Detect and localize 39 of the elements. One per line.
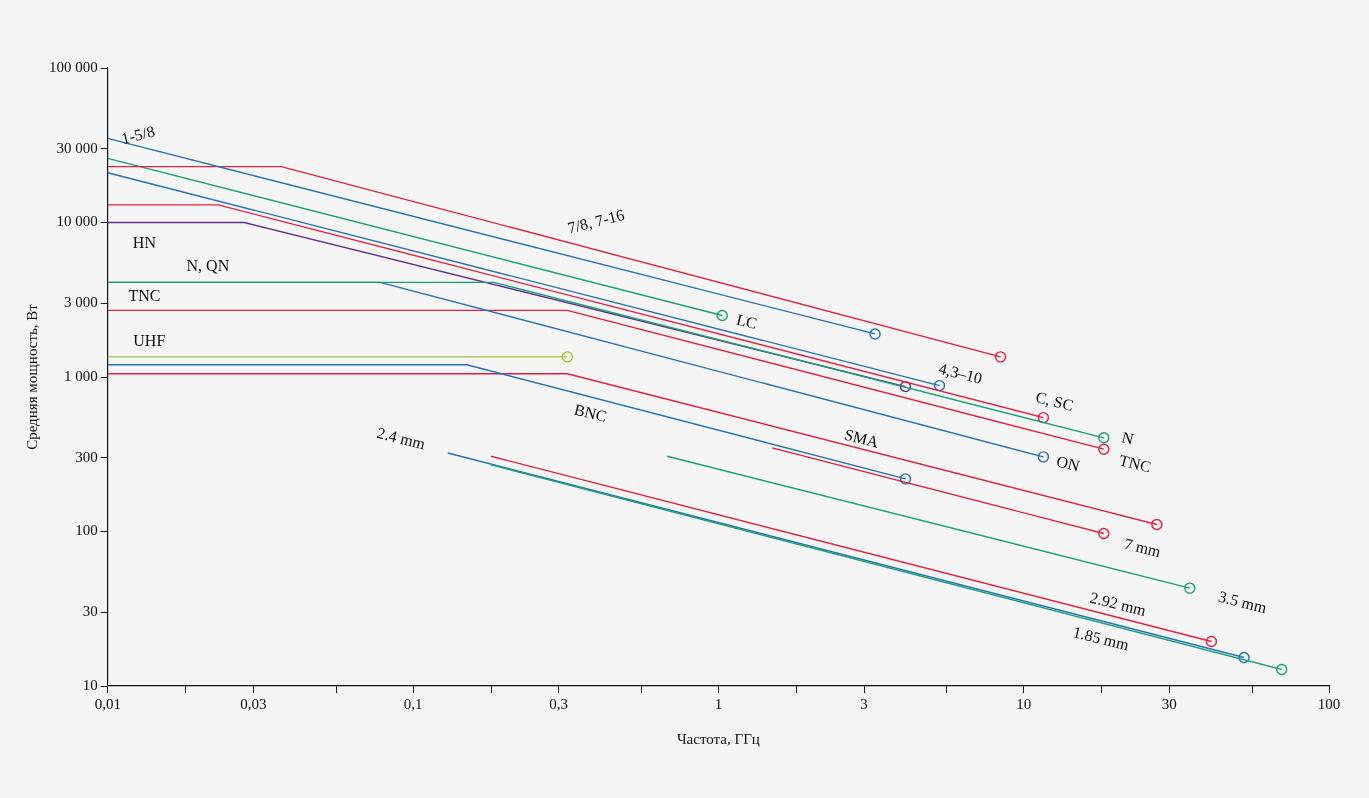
y-tick-label: 10 000 (56, 213, 98, 230)
annotation: HN (132, 234, 157, 252)
annotation: 7/8, 7-16 (565, 206, 627, 237)
x-tick-label: 0,3 (549, 695, 569, 712)
annotation: ON (1054, 452, 1082, 475)
x-tick-label: 0,1 (403, 695, 423, 712)
x-tick-label: 0,03 (240, 695, 267, 712)
y-tick-label: 3 000 (64, 294, 98, 311)
annotation: 1.85 mm (1071, 623, 1132, 654)
annotation: 4,3–10 (937, 359, 984, 387)
y-tick-label: 1 000 (64, 367, 98, 384)
annotation: SMA (842, 425, 881, 451)
annotation: LC (734, 310, 759, 333)
x-tick-label: 3 (860, 695, 868, 712)
x-tick-label: 0,01 (94, 695, 121, 712)
annotation: 3.5 mm (1216, 587, 1269, 617)
y-axis-title: Средняя мощность, Вт (23, 303, 40, 450)
x-axis-title: Частота, ГГц (676, 730, 760, 747)
y-tick-label: 30 000 (56, 139, 98, 156)
annotation: N (1120, 428, 1136, 448)
annotation: 7 mm (1122, 534, 1163, 561)
y-tick-label: 100 000 (49, 58, 98, 75)
annotation: TNC (128, 286, 161, 304)
y-tick-label: 10 (82, 676, 98, 693)
x-tick-label: 10 (1016, 695, 1032, 712)
x-tick-label: 1 (714, 695, 723, 712)
annotation: UHF (133, 331, 166, 349)
annotation: TNC (1117, 451, 1153, 476)
annotation: N, QN (186, 256, 230, 274)
annotation: 2.4 mm (375, 424, 428, 453)
annotation: 2.92 mm (1088, 588, 1149, 620)
y-tick-label: 30 (82, 603, 98, 620)
x-tick-label: 100 (1317, 695, 1341, 712)
y-tick-label: 100 (75, 522, 98, 539)
annotation: BNC (572, 400, 609, 426)
y-tick-label: 300 (75, 448, 98, 465)
annotation: 1-5/8 (119, 122, 157, 148)
annotation: C, SC (1033, 388, 1076, 414)
x-tick-label: 30 (1161, 695, 1177, 712)
